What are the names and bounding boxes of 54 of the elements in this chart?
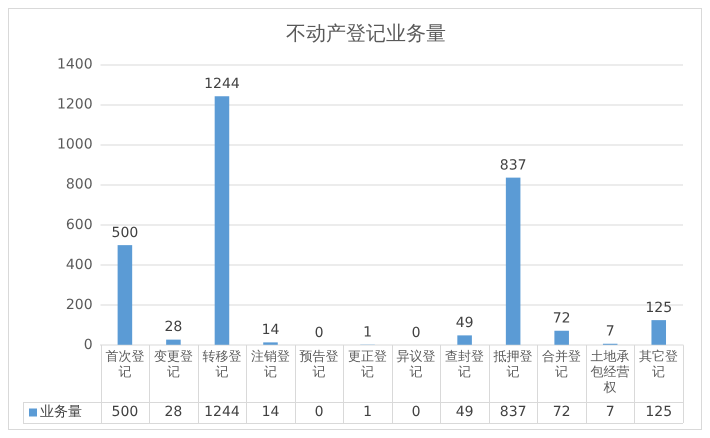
data-label: 28	[164, 404, 182, 420]
bar	[214, 96, 230, 345]
data-label: 72	[552, 404, 571, 420]
bar	[457, 335, 472, 345]
x-tick-label: 查封登记	[445, 349, 484, 380]
text: 28	[164, 319, 182, 336]
text: 7	[606, 323, 615, 340]
data-label: 49	[456, 404, 474, 420]
x-tick-label: 更正登记	[348, 349, 388, 380]
chart-title: 不动产登记业务量	[286, 21, 446, 46]
data-label: 0	[314, 404, 324, 420]
data-label: 125	[645, 404, 672, 420]
bar	[554, 330, 569, 345]
text: 125	[645, 300, 672, 316]
text: 72	[552, 310, 571, 326]
x-tick-label: 合并登记	[542, 349, 582, 380]
bar	[118, 245, 132, 345]
text: 1244	[204, 76, 240, 92]
bar	[263, 342, 278, 345]
x-tick-label: 变更登记	[154, 349, 193, 380]
x-tick-label: 转移登记	[202, 349, 242, 380]
data-label: 1244	[204, 404, 240, 420]
x-tick-label: 首次登记	[105, 349, 144, 380]
y-tick-label: 400	[66, 256, 93, 273]
x-tick-label: 预告登记	[300, 349, 339, 380]
bar	[506, 178, 520, 345]
data-label: 7	[606, 404, 615, 420]
x-tick-label: 注销登记	[250, 349, 290, 380]
data-label: 0	[412, 404, 421, 420]
legend-label: 业务量	[40, 404, 82, 420]
data-label: 14	[262, 404, 280, 420]
bar	[651, 320, 666, 345]
y-tick-label: 800	[66, 176, 93, 193]
y-tick-label: 1000	[56, 136, 93, 153]
y-tick-label: 600	[66, 216, 93, 233]
text: 837	[500, 157, 527, 174]
text: 0	[412, 324, 421, 341]
y-tick-label: 0	[84, 336, 93, 353]
y-tick-label: 1200	[56, 96, 93, 113]
x-tick-label: 土地承包经营权	[590, 349, 630, 396]
x-tick-label: 抵押登记	[492, 349, 533, 380]
x-tick-label: 其它登记	[639, 348, 678, 380]
text: 1	[363, 324, 372, 341]
bar	[166, 340, 181, 345]
text: 49	[456, 315, 474, 332]
text: 14	[262, 322, 280, 338]
y-tick-label: 200	[66, 296, 93, 313]
text: 500	[112, 224, 138, 241]
data-label: 1	[363, 404, 372, 420]
y-tick-label: 1400	[56, 56, 93, 73]
text: 0	[314, 324, 324, 341]
data-label: 837	[500, 404, 527, 420]
data-label: 500	[112, 404, 138, 420]
x-tick-label: 异议登记	[396, 349, 436, 380]
